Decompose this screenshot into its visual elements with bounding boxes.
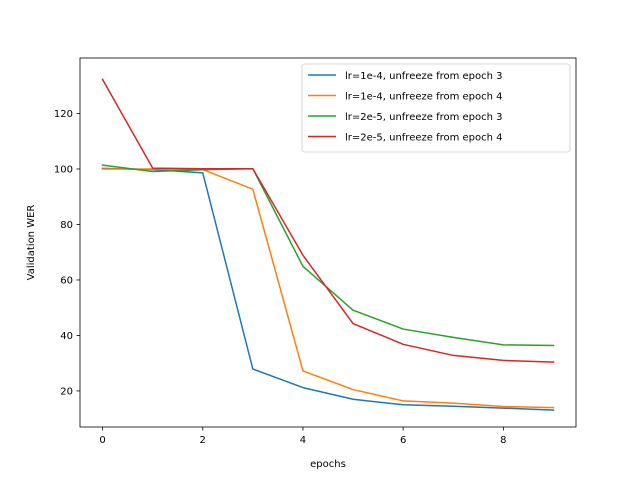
x-tick-label: 6 xyxy=(400,435,406,446)
series-line-4 xyxy=(101,78,555,363)
y-tick-label: 100 xyxy=(54,164,73,175)
series-line-2 xyxy=(101,168,555,409)
legend: lr=1e-4, unfreeze from epoch 3 lr=1e-4, u… xyxy=(301,63,571,153)
y-tick-label: 60 xyxy=(60,275,73,286)
y-tick-label: 40 xyxy=(60,331,73,342)
x-axis-ticks: 0 2 4 6 8 xyxy=(99,427,507,446)
x-axis-label: epochs xyxy=(310,459,346,470)
x-tick-label: 8 xyxy=(500,435,506,446)
legend-entry-4: lr=2e-5, unfreeze from epoch 4 xyxy=(345,133,503,144)
x-tick-label: 2 xyxy=(200,435,206,446)
y-tick-label: 120 xyxy=(54,109,73,120)
plot-frame xyxy=(79,57,577,428)
y-tick-label: 20 xyxy=(60,386,73,397)
series-line-3 xyxy=(101,164,555,347)
x-tick-label: 4 xyxy=(300,435,306,446)
y-axis-label: Validation WER xyxy=(26,205,37,281)
legend-box xyxy=(301,63,571,153)
legend-entry-2: lr=1e-4, unfreeze from epoch 4 xyxy=(345,92,503,103)
y-axis-ticks: 20 40 60 80 100 120 xyxy=(54,109,80,397)
legend-entry-3: lr=2e-5, unfreeze from epoch 3 xyxy=(345,112,503,123)
legend-entry-1: lr=1e-4, unfreeze from epoch 3 xyxy=(345,71,503,82)
x-tick-label: 0 xyxy=(99,435,105,446)
y-tick-label: 80 xyxy=(60,220,73,231)
series-lines xyxy=(101,78,555,411)
